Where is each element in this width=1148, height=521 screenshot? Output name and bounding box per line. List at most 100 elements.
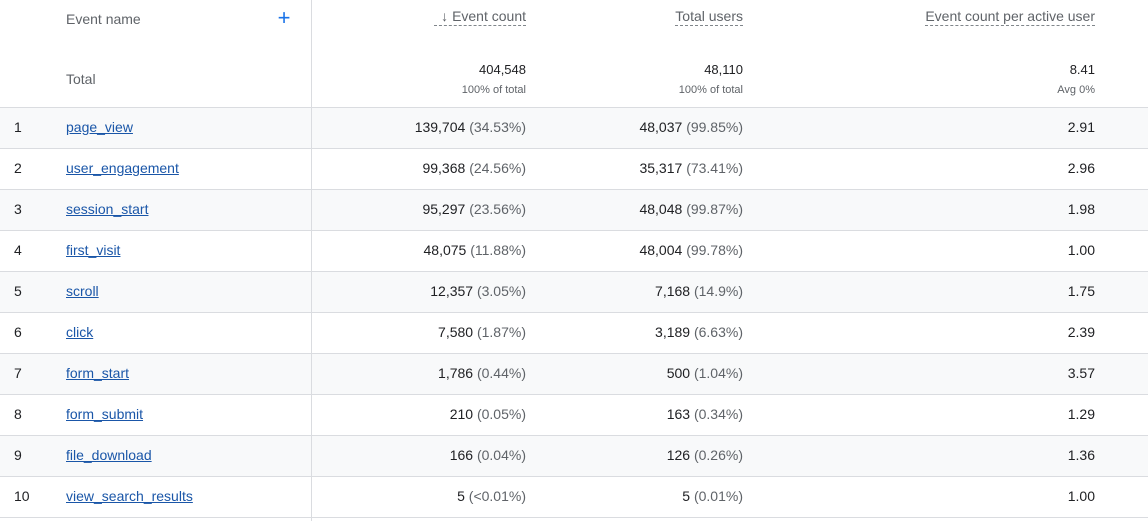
total-label: Total [66,71,96,87]
per-user-value: 3.57 [1067,365,1095,381]
event-name-link[interactable]: session_start [66,201,149,217]
event-count-per-active-user-header[interactable]: Event count per active user [925,8,1095,26]
event-count-value: 99,368 [422,160,466,176]
total-event-count: 404,548 [479,62,526,77]
total-users-value: 500 [666,365,691,381]
event-count-cell: 1,786 (0.44%) [438,365,526,381]
event-name-link[interactable]: form_start [66,365,130,381]
event-count-value: 139,704 [414,119,466,135]
event-count-percent: (24.56%) [469,160,526,176]
total-users-cell: 48,037 (99.85%) [639,119,743,135]
event-count-cell: 95,297 (23.56%) [422,201,526,217]
total-users-cell: 500 (1.04%) [667,365,743,381]
event-count-cell: 166 (0.04%) [450,447,526,463]
event-count-value: 12,357 [430,283,474,299]
table-row: 7 form_start 1,786 (0.44%) 500 (1.04%) 3.57 [0,354,1148,395]
table-row: 3 session_start 95,297 (23.56%) 48,048 (99.… [0,190,1148,231]
total-users-value: 48,110 [704,62,743,77]
table-row: 5 scroll 12,357 (3.05%) 7,168 (14.9%) 1.75 [0,272,1148,313]
event-count-cell: 210 (0.05%) [450,406,526,422]
event-count-percent: (1.87%) [476,324,526,340]
row-index: 6 [14,324,22,340]
event-count-value: 166 [449,447,474,463]
total-users-percent: (0.26%) [693,447,743,463]
total-users-percent: (73.41%) [686,160,743,176]
per-user-value: 2.91 [1067,119,1095,135]
total-users-percent: (1.04%) [693,365,743,381]
event-count-value: 48,075 [423,242,467,258]
total-users-cell: 48,004 (99.78%) [639,242,743,258]
event-count-percent: (0.05%) [476,406,526,422]
total-users-cell: 35,317 (73.41%) [639,160,743,176]
total-users-percent: (99.78%) [686,242,743,258]
total-users-cell: 3,189 (6.63%) [655,324,743,340]
total-per-user-sub: Avg 0% [1057,84,1095,96]
per-user-value: 1.00 [1067,488,1095,504]
per-user-value: 1.29 [1067,406,1095,422]
per-user-value: 1.36 [1067,447,1095,463]
event-name-link[interactable]: scroll [66,283,99,299]
table-row: 4 first_visit 48,075 (11.88%) 48,004 (99.78… [0,231,1148,272]
event-count-percent: (23.56%) [469,201,526,217]
total-users-value: 3,189 [655,324,691,340]
total-users-header[interactable]: Total users [675,8,743,26]
table-row: 2 user_engagement 99,368 (24.56%) 35,317 (7… [0,149,1148,190]
event-name-link[interactable]: form_submit [66,406,144,422]
total-users-cell: 126 (0.26%) [667,447,743,463]
event-count-cell: 5 (<0.01%) [457,488,526,504]
event-count-percent: (0.04%) [476,447,526,463]
total-users-cell: 48,048 (99.87%) [639,201,743,217]
row-index: 4 [14,242,22,258]
event-name-link[interactable]: view_search_results [66,488,193,504]
column-divider [311,0,312,521]
total-users-percent: (14.9%) [693,283,743,299]
event-count-value: 7,580 [438,324,474,340]
event-count-value: 95,297 [422,201,466,217]
event-name-link[interactable]: user_engagement [66,160,179,176]
per-user-value: 2.39 [1067,324,1095,340]
total-users-value: 48,048 [639,201,683,217]
per-user-value: 1.98 [1067,201,1095,217]
total-users-value: 48,037 [639,119,683,135]
total-users-percent: (0.34%) [693,406,743,422]
per-user-value: 1.00 [1067,242,1095,258]
table-body: 1 page_view 139,704 (34.53%) 48,037 (99.85%… [0,108,1148,518]
table-row: 9 file_download 166 (0.04%) 126 (0.26%) 1.36 [0,436,1148,477]
row-index: 7 [14,365,22,381]
event-count-value: 5 [457,488,465,504]
event-count-value: 210 [449,406,474,422]
event-name-link[interactable]: first_visit [66,242,121,258]
total-event-count-sub: 100% of total [461,84,526,96]
table-row: 1 page_view 139,704 (34.53%) 48,037 (99.85%… [0,108,1148,149]
row-index: 3 [14,201,22,217]
event-count-header[interactable]: ↓ Event count [434,8,526,26]
event-count-percent: (34.53%) [469,119,526,135]
total-users-value: 35,317 [639,160,683,176]
total-users-percent: (0.01%) [693,488,743,504]
arrow-down-icon: ↓ [441,8,449,24]
event-name-link[interactable]: file_download [66,447,152,463]
total-users-value: 5 [682,488,691,504]
plus-icon[interactable]: + [277,5,291,30]
event-name-link[interactable]: page_view [66,119,133,135]
event-count-percent: (11.88%) [470,242,526,258]
event-count-value: 1,786 [438,365,474,381]
event-name-header: Event name [66,11,141,27]
event-count-cell: 139,704 (34.53%) [415,119,526,135]
total-users-percent: (6.63%) [693,324,743,340]
total-users-value: 7,168 [655,283,691,299]
event-count-percent: (3.05%) [476,283,526,299]
event-name-link[interactable]: click [66,324,94,340]
event-count-percent: (<0.01%) [468,488,526,504]
total-users-cell: 7,168 (14.9%) [655,283,743,299]
per-user-value: 1.75 [1067,283,1095,299]
row-index: 9 [14,447,22,463]
total-users-sub: 100% of total [678,84,743,96]
event-count-percent: (0.44%) [476,365,526,381]
row-index: 2 [14,160,22,176]
table-row: 10 view_search_results 5 (<0.01%) 5 (0.01%)… [0,477,1148,518]
event-count-cell: 7,580 (1.87%) [438,324,526,340]
row-index: 5 [14,283,22,299]
total-users-value: 48,004 [639,242,683,258]
